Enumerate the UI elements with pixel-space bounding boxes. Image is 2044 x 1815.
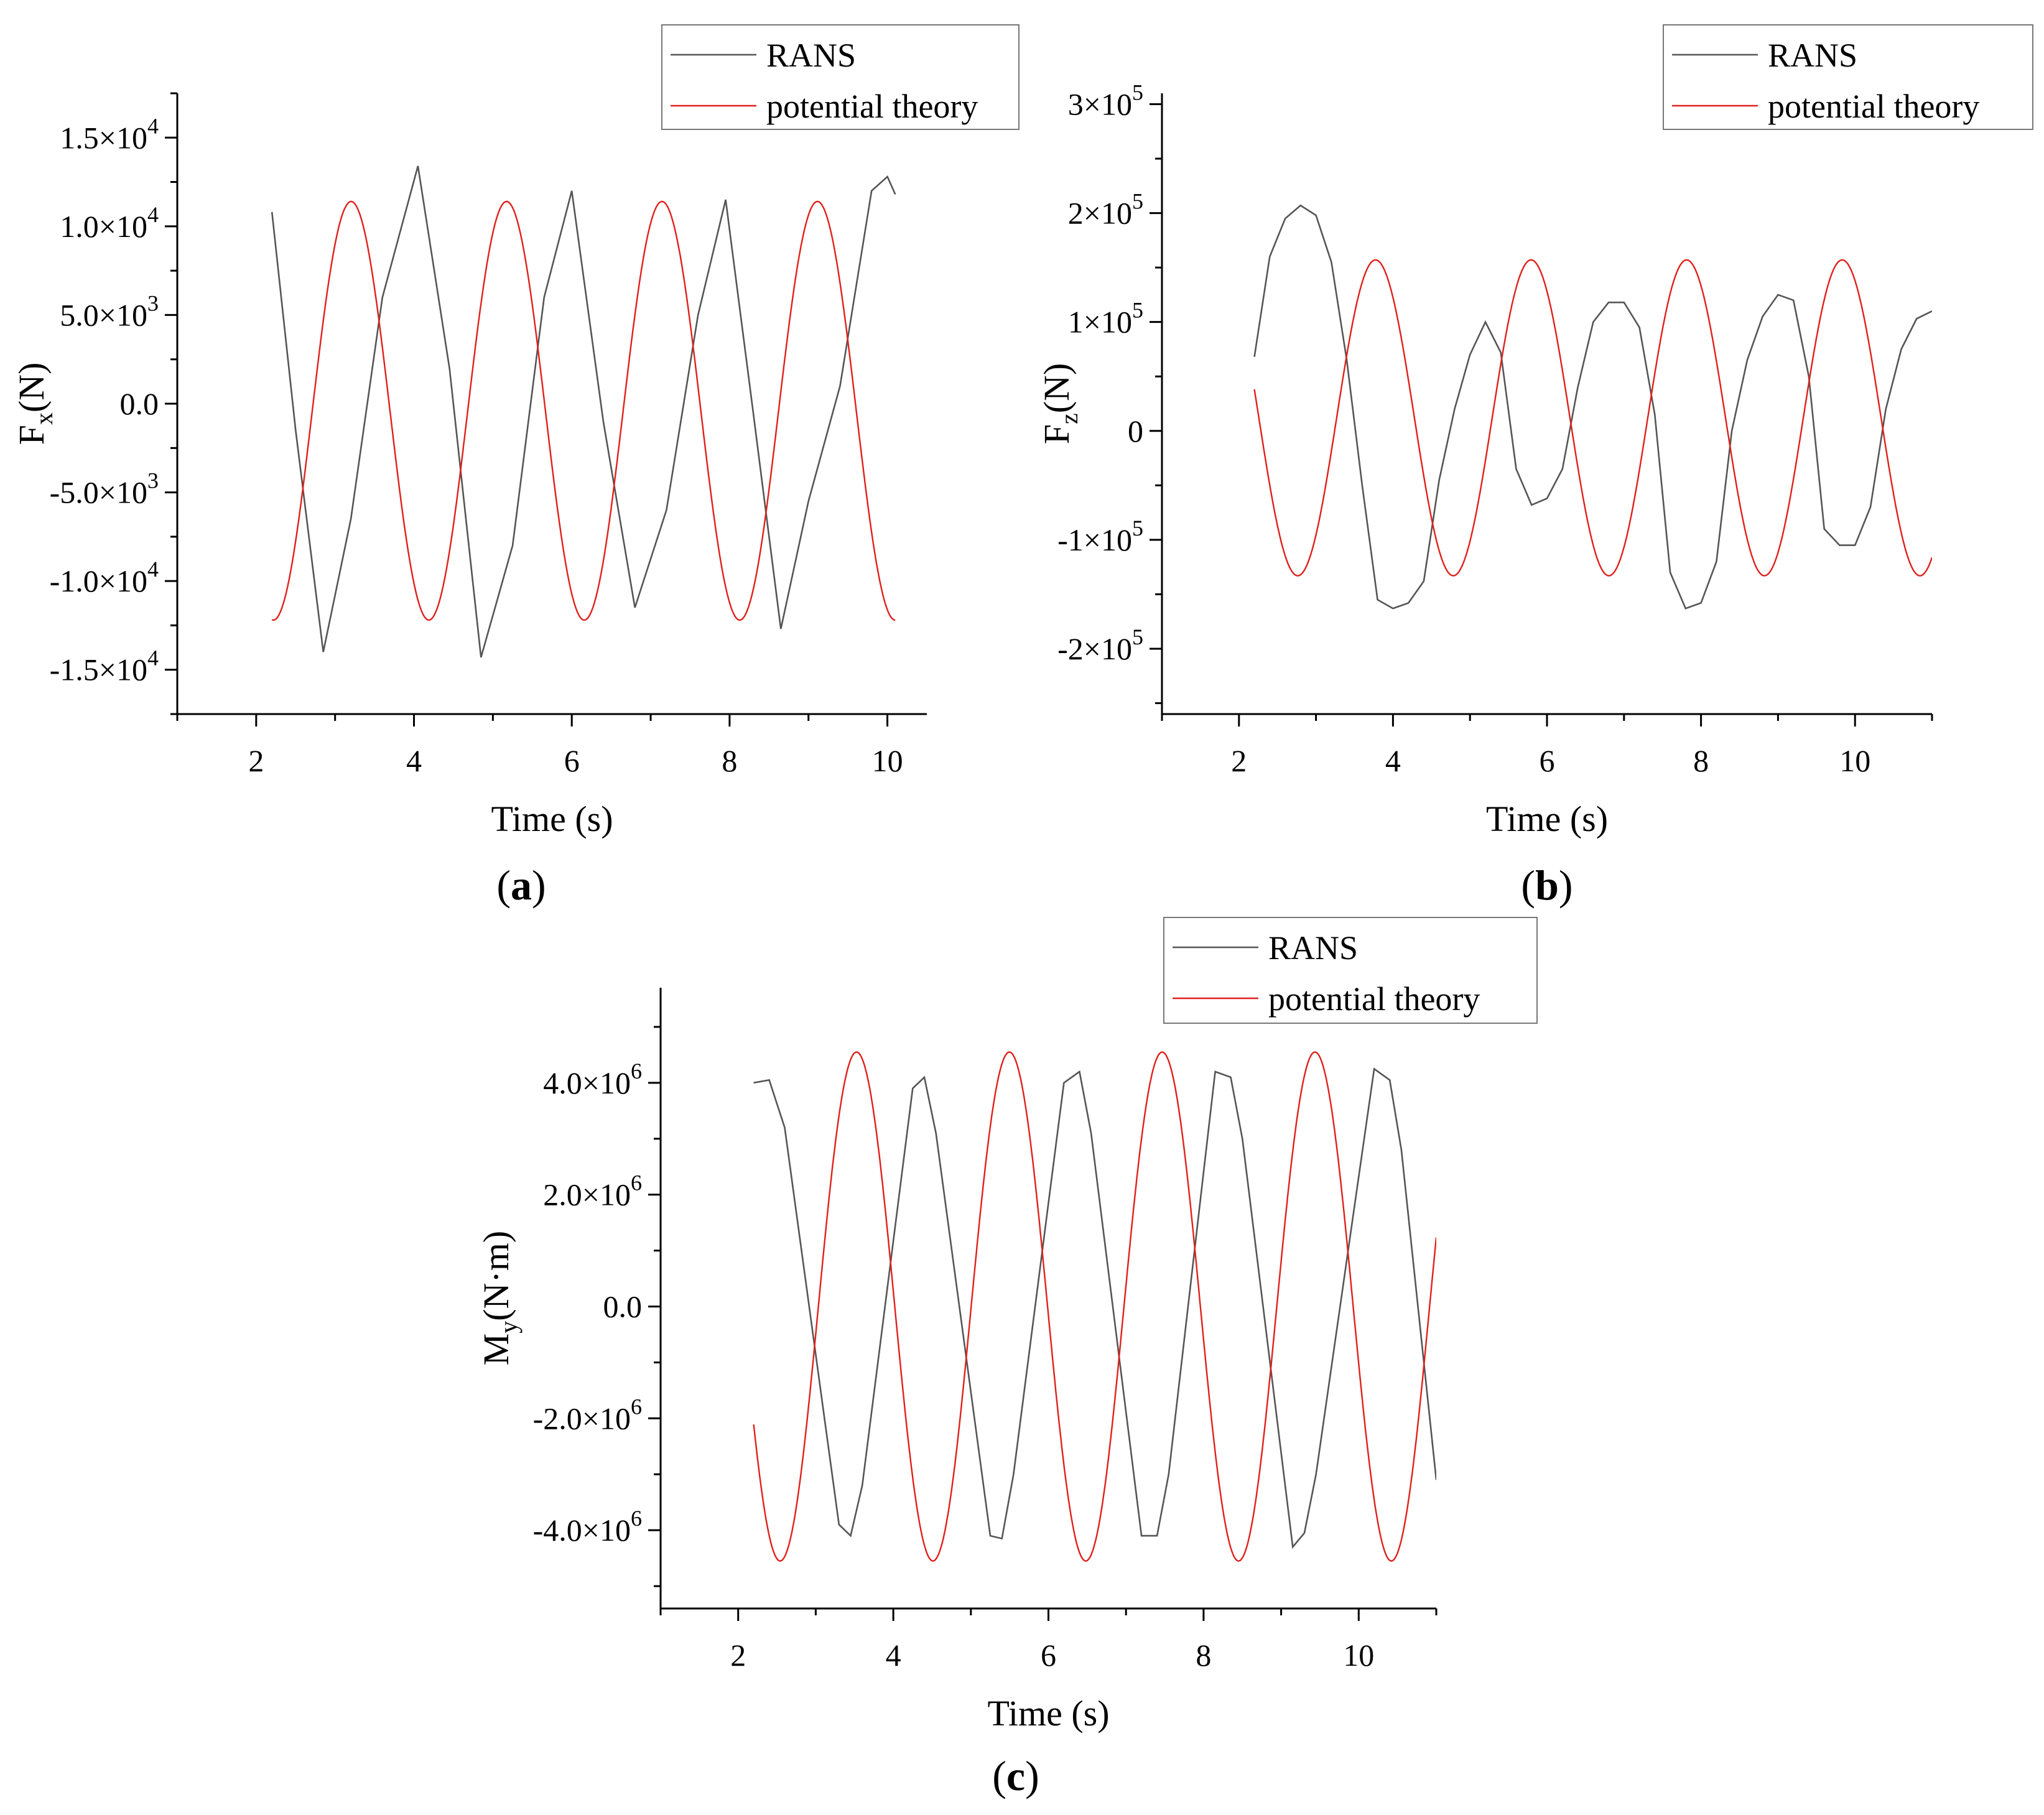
legend: RANS potential theory [1663, 24, 2033, 130]
x-axis-title: Time (s) [987, 1693, 1109, 1734]
x-axis-title: Time (s) [1486, 799, 1608, 839]
series-line-potential-theory [1253, 259, 1932, 577]
y-tick-label: -2.0×106 [533, 1394, 642, 1436]
x-tick-label: 2 [248, 743, 264, 778]
y-axis-title: My(N·m) [476, 1231, 523, 1366]
chart-panel-2: 2 4 6 8 10 -2×105 -1×105 0 1×105 2×105 3×105 Time (… [1036, 24, 2033, 909]
series-line-potential-theory [271, 200, 896, 621]
x-tick-label: 2 [1231, 743, 1247, 778]
x-tick-label: 8 [1693, 743, 1709, 778]
y-tick-label: 2×105 [1068, 189, 1143, 231]
x-tick-label: 10 [872, 743, 903, 778]
x-tick-label: 10 [1839, 743, 1870, 778]
series-line-rans [271, 165, 896, 658]
y-tick-label: -1.0×104 [50, 557, 159, 598]
y-tick-label: 5.0×103 [60, 290, 159, 332]
y-tick-label: 0.0 [120, 386, 159, 421]
x-tick-label: 6 [1041, 1638, 1056, 1673]
panel-label: (c) [992, 1752, 1039, 1799]
x-tick-label: 6 [564, 743, 580, 778]
legend-label-potential-theory: potential theory [766, 88, 978, 125]
legend-label-rans: RANS [1268, 929, 1358, 967]
y-tick-label: 1×105 [1068, 298, 1143, 340]
panel-label: (b) [1521, 861, 1572, 909]
legend-label-potential-theory: potential theory [1768, 88, 1979, 125]
legend-label-rans: RANS [766, 37, 856, 74]
y-tick-label: -4.0×106 [533, 1506, 642, 1548]
x-tick-label: 4 [886, 1638, 901, 1673]
x-tick-label: 10 [1343, 1638, 1374, 1673]
y-tick-label: -2×105 [1057, 624, 1143, 666]
series-line-potential-theory [753, 1051, 1436, 1562]
y-tick-label: 3×105 [1068, 80, 1143, 122]
x-tick-label: 8 [722, 743, 737, 778]
y-axis-title: Fx(N) [11, 363, 58, 445]
legend-box [1663, 24, 2033, 130]
y-tick-label: 2.0×106 [543, 1171, 642, 1212]
legend-box [1163, 917, 1538, 1024]
y-tick-label: -1.5×104 [50, 646, 159, 687]
y-tick-label: 1.5×104 [60, 113, 159, 155]
legend: RANS potential theory [1163, 917, 1538, 1024]
y-tick-label: 0 [1128, 414, 1143, 448]
legend-box [661, 24, 1020, 130]
y-tick-label: 4.0×106 [543, 1059, 642, 1100]
x-tick-label: 6 [1540, 743, 1555, 778]
y-tick-label: -1×105 [1057, 516, 1143, 557]
x-tick-label: 8 [1196, 1638, 1211, 1673]
x-tick-label: 2 [730, 1638, 746, 1673]
y-tick-label: 1.0×104 [60, 202, 159, 244]
legend: RANS potential theory [661, 24, 1020, 130]
series-line-rans [1253, 204, 1932, 610]
y-tick-label: -5.0×103 [50, 468, 159, 510]
x-tick-label: 4 [406, 743, 422, 778]
chart-panel-1: 2 4 6 8 10 -1.5×104 -1.0×104 -5.0×103 0.0 5.0×103… [11, 24, 1020, 909]
legend-label-potential-theory: potential theory [1268, 980, 1480, 1018]
chart-panel-3: 2 4 6 8 10 -4.0×106 -2.0×106 0.0 2.0×106 4.0×106 T… [476, 917, 1538, 1799]
x-axis-title: Time (s) [491, 799, 613, 839]
x-tick-label: 4 [1385, 743, 1401, 778]
y-axis-title: Fz(N) [1036, 363, 1083, 445]
legend-label-rans: RANS [1768, 37, 1857, 74]
y-tick-label: 0.0 [603, 1289, 643, 1324]
series-line-rans [753, 1067, 1436, 1549]
panel-label: (a) [496, 861, 546, 909]
